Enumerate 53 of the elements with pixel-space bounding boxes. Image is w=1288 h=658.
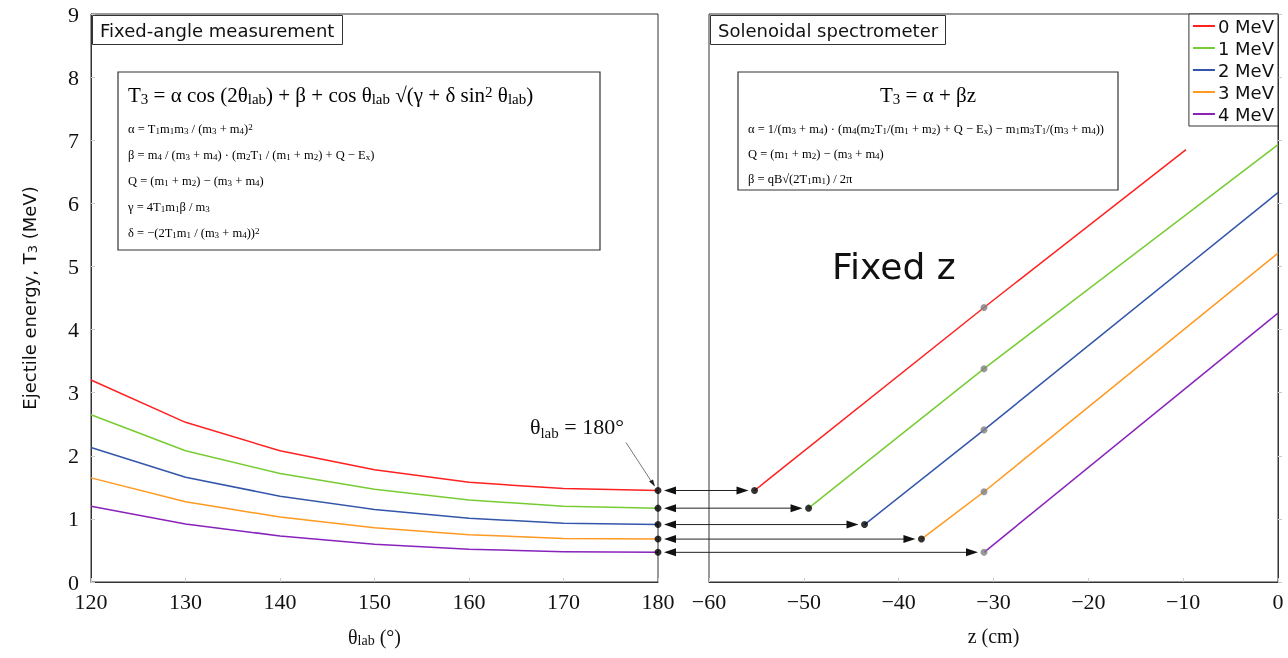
text: β = m4 / (m3 + m4) · (m2T1 / (m1 + m2) + Q − Ex) [128,147,375,162]
text: Q = (m1 + m2) − (m3 + m4) [128,173,264,188]
x-tick-label: −40 [881,588,916,614]
point [805,504,813,512]
legend-label: 0 MeV [1217,15,1275,37]
annotation: β = qB√(2T1m1) / 2π [748,171,854,186]
chart-title: Fixed-angle measurement [100,19,335,41]
x-tick-label: 170 [547,588,580,614]
annotation: T3 = α + βz [879,83,977,107]
y-tick-label: 4 [68,317,79,343]
x-tick-label: −50 [786,588,822,614]
y-tick-label: 3 [68,380,79,406]
point [654,486,662,494]
y-tick-label: 8 [68,64,79,90]
chart-title: Solenoidal spectrometer [718,19,939,41]
point [751,486,759,494]
legend-label: 3 MeV [1217,81,1275,103]
point [980,548,988,556]
y-tick-label: 9 [68,1,79,27]
x-axis-title: z (cm) [967,625,1020,648]
x-tick-label: 160 [452,588,486,614]
x-tick-label: 130 [169,588,202,614]
x-tick-label: −10 [1165,588,1201,614]
point [917,535,925,543]
x-tick-label: −60 [691,588,727,614]
y-tick-label: 1 [68,506,79,532]
y-tick-label: 7 [68,127,79,153]
x-tick-label: 180 [641,588,675,614]
annotation: Fixed z [832,245,956,287]
legend-label: 1 MeV [1217,37,1275,59]
x-tick-label: 0 [1272,588,1284,614]
y-axis-title: Ejectile energy, T3 (MeV) [19,186,40,410]
y-tick-label: 2 [68,443,79,469]
x-tick-label: −30 [976,588,1011,614]
legend-label: 2 MeV [1217,59,1275,81]
x-tick-label: −20 [1071,588,1106,614]
point [861,521,869,529]
legend-label: 4 MeV [1217,103,1275,125]
y-tick-label: 0 [68,569,79,595]
point [654,521,662,529]
annotation: θ$_{lab}$ = 180° [529,414,624,442]
point [980,488,988,496]
point [980,365,988,373]
y-tick-label: 5 [68,253,79,279]
point [980,303,988,311]
text: α = 1/(m3 + m4) · (m4(m2T1/(m1 + m2) + Q − Ex) − m1m3T1/(m3 + m4)) [748,121,1105,136]
x-tick-label: 140 [263,588,297,614]
y-tick-label: 6 [68,190,79,216]
annotation: γ = 4T1m1β / m3 [127,199,211,214]
x-axis-title: θlab (°) [347,625,402,649]
point [654,548,662,556]
text: Q = (m1 + m2) − (m3 + m4) [748,146,884,161]
x-tick-label: 150 [358,588,391,614]
